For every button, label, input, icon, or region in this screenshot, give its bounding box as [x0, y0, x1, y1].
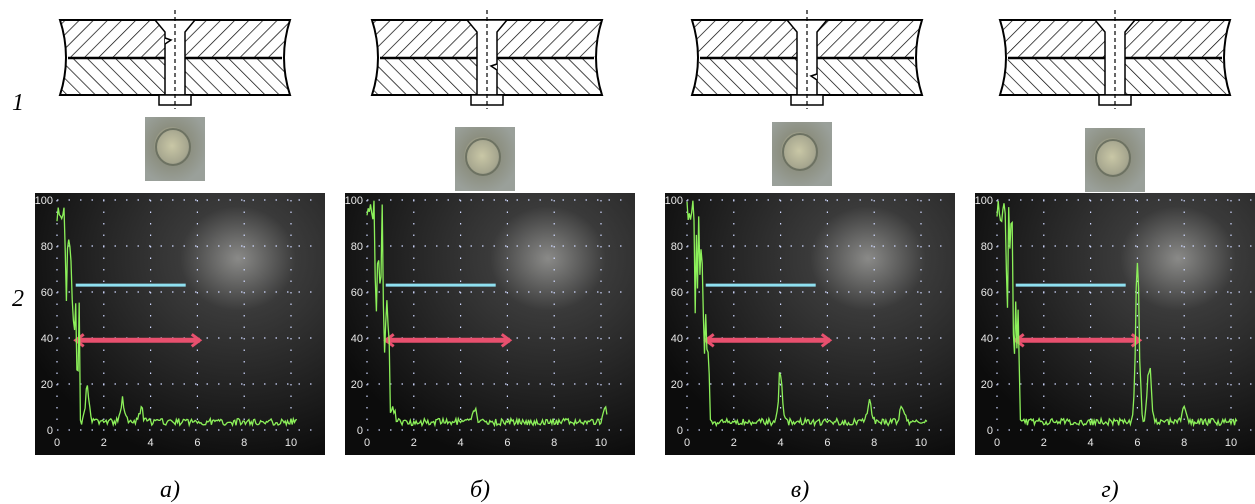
y-tick-label: 40	[981, 333, 993, 345]
row-label: 2	[12, 286, 24, 312]
panel-label: г)	[1101, 477, 1118, 503]
x-tick-label: 10	[1225, 437, 1237, 449]
photo-spot	[155, 128, 191, 166]
plate-outline	[690, 19, 924, 96]
x-tick-label: 10	[915, 437, 927, 449]
x-tick-label: 4	[148, 437, 154, 449]
y-tick-label: 100	[345, 195, 363, 207]
x-tick-label: 2	[731, 437, 737, 449]
photo-spot	[1095, 139, 1131, 177]
panel-label: а)	[160, 477, 180, 503]
y-tick-label: 80	[351, 241, 363, 253]
photo	[455, 127, 515, 191]
trace	[366, 200, 608, 428]
x-tick-label: 10	[595, 437, 607, 449]
x-tick-label: 8	[1181, 437, 1187, 449]
y-tick-label: 80	[671, 241, 683, 253]
x-tick-label: 8	[871, 437, 877, 449]
x-tick-label: 2	[101, 437, 107, 449]
y-tick-label: 60	[351, 287, 363, 299]
x-tick-label: 6	[824, 437, 830, 449]
x-tick-label: 4	[778, 437, 784, 449]
row-label: 1	[12, 90, 24, 116]
trace	[686, 200, 928, 428]
y-tick-label: 80	[981, 241, 993, 253]
x-tick-label: 0	[54, 437, 60, 449]
x-tick-label: 6	[504, 437, 510, 449]
x-tick-label: 0	[684, 437, 690, 449]
photo	[772, 122, 832, 186]
x-tick-label: 10	[285, 437, 297, 449]
y-tick-label: 0	[47, 425, 53, 437]
screen	[975, 193, 1255, 455]
y-tick-label: 100	[975, 195, 993, 207]
y-tick-label: 100	[665, 195, 683, 207]
y-tick-label: 20	[41, 379, 53, 391]
y-tick-label: 0	[677, 425, 683, 437]
x-tick-label: 6	[1134, 437, 1140, 449]
y-tick-label: 100	[35, 195, 53, 207]
screen	[665, 193, 955, 455]
panel: 0 20 40 60 80 100 0 2 4 6 8 10 б)	[345, 10, 635, 503]
x-tick-label: 0	[364, 437, 370, 449]
crack	[164, 37, 173, 45]
y-tick-label: 40	[671, 333, 683, 345]
x-tick-label: 2	[1041, 437, 1047, 449]
gate-red-arrow	[383, 333, 513, 348]
y-tick-label: 40	[351, 333, 363, 345]
y-tick-label: 0	[987, 425, 993, 437]
y-tick-label: 0	[357, 425, 363, 437]
x-tick-label: 8	[241, 437, 247, 449]
crack	[809, 73, 818, 81]
y-tick-label: 60	[671, 287, 683, 299]
y-tick-label: 20	[981, 379, 993, 391]
y-tick-label: 80	[41, 241, 53, 253]
y-tick-label: 20	[351, 379, 363, 391]
y-tick-label: 60	[41, 287, 53, 299]
crack	[489, 63, 498, 71]
panel: 0 20 40 60 80 100 0 2 4 6 8 10 а)	[35, 10, 325, 503]
photo	[145, 117, 205, 181]
panel-label: в)	[791, 477, 809, 503]
x-tick-label: 4	[1088, 437, 1094, 449]
x-tick-label: 4	[458, 437, 464, 449]
x-tick-label: 8	[551, 437, 557, 449]
x-tick-label: 6	[194, 437, 200, 449]
photo-spot	[465, 138, 501, 176]
trace	[56, 207, 298, 428]
plate-outline	[370, 19, 604, 96]
panel: 0 20 40 60 80 100 0 2 4 6 8 10 г)	[975, 10, 1255, 503]
photo	[1085, 128, 1145, 192]
x-tick-label: 2	[411, 437, 417, 449]
screen	[35, 193, 325, 455]
x-tick-label: 0	[994, 437, 1000, 449]
gate-red-arrow	[703, 333, 833, 348]
plate-outline	[58, 19, 292, 96]
trace	[996, 200, 1238, 428]
y-tick-label: 40	[41, 333, 53, 345]
panel-label: б)	[470, 477, 490, 503]
y-tick-label: 20	[671, 379, 683, 391]
panel: 0 20 40 60 80 100 0 2 4 6 8 10 в)	[665, 10, 955, 503]
y-tick-label: 60	[981, 287, 993, 299]
photo-spot	[782, 133, 818, 171]
plate-outline	[998, 19, 1232, 96]
